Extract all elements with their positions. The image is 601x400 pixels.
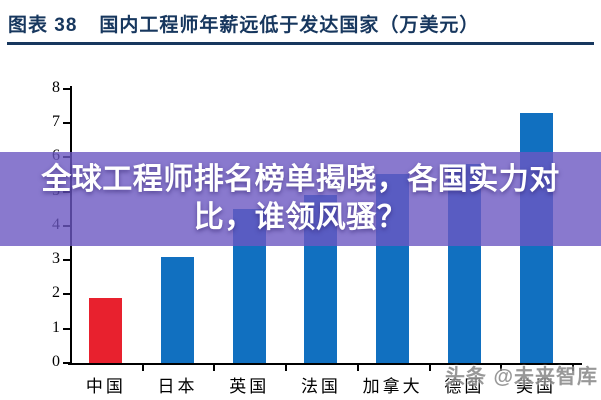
x-label-英国: 英国 bbox=[229, 377, 270, 396]
y-tick-label-8: 8 bbox=[52, 78, 60, 96]
x-label-日本: 日本 bbox=[157, 377, 198, 396]
x-label-加拿大: 加拿大 bbox=[362, 377, 423, 396]
watermark: 头条 @未来智库 bbox=[444, 366, 598, 388]
x-tick-mark-6 bbox=[500, 364, 503, 371]
y-tick-mark-8 bbox=[63, 87, 70, 90]
chart-number-label: 图表 38 bbox=[8, 15, 78, 36]
chart-header: 图表 38 国内工程师年薪远低于发达国家（万美元） bbox=[8, 10, 593, 37]
y-tick-label-1: 1 bbox=[52, 318, 60, 336]
bar-日本 bbox=[161, 256, 195, 363]
page-title: 国内工程师年薪远低于发达国家（万美元） bbox=[99, 15, 480, 36]
x-tick-mark-5 bbox=[428, 364, 431, 371]
header-divider bbox=[7, 42, 594, 45]
y-tick-label-0: 0 bbox=[52, 353, 60, 370]
y-tick-mark-0 bbox=[63, 362, 70, 364]
bar-中国 bbox=[89, 297, 123, 363]
y-tick-label-2: 2 bbox=[52, 284, 60, 302]
x-label-德国: 德国 bbox=[444, 377, 485, 396]
x-label-中国: 中国 bbox=[85, 377, 126, 396]
x-tick-mark-7 bbox=[571, 364, 574, 371]
banner-text-line2: 比，谁领风骚？ bbox=[193, 201, 408, 234]
x-tick-mark-3 bbox=[285, 364, 288, 371]
y-tick-mark-3 bbox=[63, 259, 70, 262]
y-tick-label-7: 7 bbox=[52, 112, 60, 130]
x-tick-mark-1 bbox=[141, 364, 144, 371]
y-tick-mark-1 bbox=[63, 327, 70, 330]
overlay-banner: 全球工程师排名榜单揭晓，各国实力对 比，谁领风骚？ bbox=[0, 152, 601, 246]
x-tick-mark-2 bbox=[213, 364, 216, 371]
x-tick-mark-4 bbox=[356, 364, 359, 371]
x-axis-line bbox=[68, 363, 582, 365]
y-tick-label-3: 3 bbox=[52, 250, 60, 268]
x-label-法国: 法国 bbox=[300, 377, 341, 396]
y-tick-mark-7 bbox=[63, 121, 70, 124]
y-tick-mark-2 bbox=[63, 293, 70, 296]
banner-text-line1: 全球工程师排名榜单揭晓，各国实力对 bbox=[41, 163, 560, 196]
x-label-美国: 美国 bbox=[516, 377, 557, 396]
